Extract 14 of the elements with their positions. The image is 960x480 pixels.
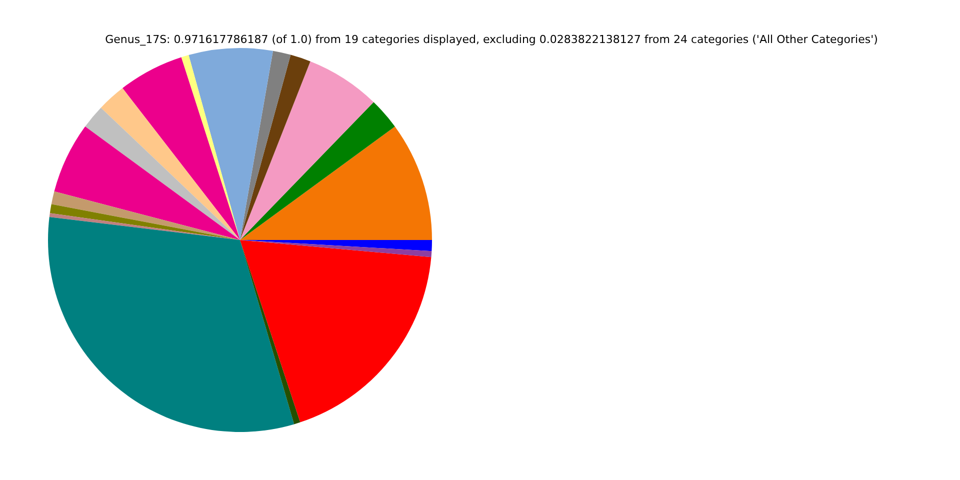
- text: Genus_17S: 0.971617786187 (of 1.0) from 19 categories displayed, excluding 0.0283822138127 from 24 categories ('All Other Categories'): [105, 33, 878, 46]
- pie-slice: [100, 88, 240, 240]
- pie-slice: [85, 108, 240, 240]
- pie-slice: [188, 48, 274, 240]
- pie-slice: [240, 54, 310, 240]
- pie-slice: [240, 102, 395, 240]
- pie-slice: [50, 204, 240, 240]
- pie-slice: [240, 50, 291, 240]
- pie-slice: [240, 61, 374, 240]
- pie-slice: [240, 240, 432, 422]
- pie-slice: [240, 126, 432, 240]
- pie-slice: [48, 217, 294, 432]
- pie-slice: [51, 191, 240, 240]
- pie-slice: [240, 240, 432, 258]
